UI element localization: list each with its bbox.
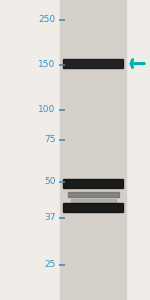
Text: 100: 100 [38,105,56,114]
Text: 50: 50 [44,177,56,186]
Bar [63,178,123,188]
Text: 250: 250 [38,15,56,24]
Bar [63,203,123,212]
Bar [70,199,116,203]
Bar [68,192,118,197]
Bar [63,59,123,68]
Text: 37: 37 [44,213,56,222]
Bar [60,0,126,300]
Text: 75: 75 [44,135,56,144]
Text: 150: 150 [38,60,56,69]
Text: 25: 25 [44,260,56,269]
